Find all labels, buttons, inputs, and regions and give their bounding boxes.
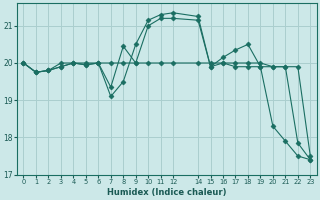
X-axis label: Humidex (Indice chaleur): Humidex (Indice chaleur)	[107, 188, 227, 197]
